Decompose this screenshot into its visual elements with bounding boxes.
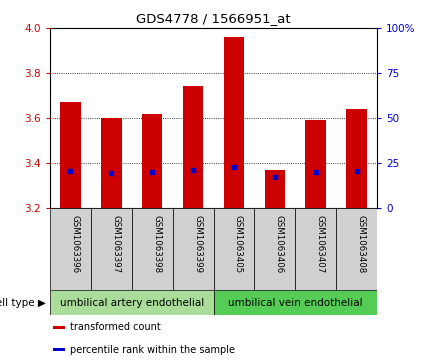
Point: [108, 170, 115, 176]
Bar: [60, 102, 81, 208]
Bar: [255, 208, 295, 290]
Text: transformed count: transformed count: [70, 322, 160, 333]
Point: [149, 169, 156, 175]
Point: [230, 164, 237, 170]
Text: GSM1063408: GSM1063408: [357, 215, 366, 273]
Text: GSM1063396: GSM1063396: [71, 215, 79, 273]
Text: umbilical artery endothelial: umbilical artery endothelial: [60, 298, 204, 307]
Bar: [50, 208, 91, 290]
Bar: [295, 208, 336, 290]
Bar: [173, 208, 213, 290]
Bar: [346, 109, 367, 208]
Text: GSM1063407: GSM1063407: [316, 215, 325, 273]
Bar: [213, 290, 377, 315]
Text: umbilical vein endothelial: umbilical vein endothelial: [228, 298, 363, 307]
Text: GSM1063405: GSM1063405: [234, 215, 243, 273]
Point: [190, 167, 196, 173]
Bar: [224, 37, 244, 208]
Bar: [101, 118, 122, 208]
Point: [353, 168, 360, 174]
Text: GSM1063406: GSM1063406: [275, 215, 284, 273]
Bar: [53, 348, 65, 351]
Bar: [91, 208, 132, 290]
Bar: [132, 208, 173, 290]
Point: [312, 169, 319, 175]
Bar: [306, 120, 326, 208]
Bar: [183, 86, 203, 208]
Title: GDS4778 / 1566951_at: GDS4778 / 1566951_at: [136, 12, 291, 25]
Text: GSM1063397: GSM1063397: [111, 215, 120, 273]
Point: [67, 168, 74, 174]
Text: GSM1063398: GSM1063398: [152, 215, 161, 273]
Point: [272, 175, 278, 180]
Bar: [336, 208, 377, 290]
Bar: [213, 208, 255, 290]
Text: GSM1063399: GSM1063399: [193, 215, 202, 273]
Text: cell type ▶: cell type ▶: [0, 298, 46, 307]
Bar: [50, 290, 213, 315]
Bar: [53, 326, 65, 329]
Text: percentile rank within the sample: percentile rank within the sample: [70, 344, 235, 355]
Bar: [265, 170, 285, 208]
Bar: [142, 114, 162, 208]
